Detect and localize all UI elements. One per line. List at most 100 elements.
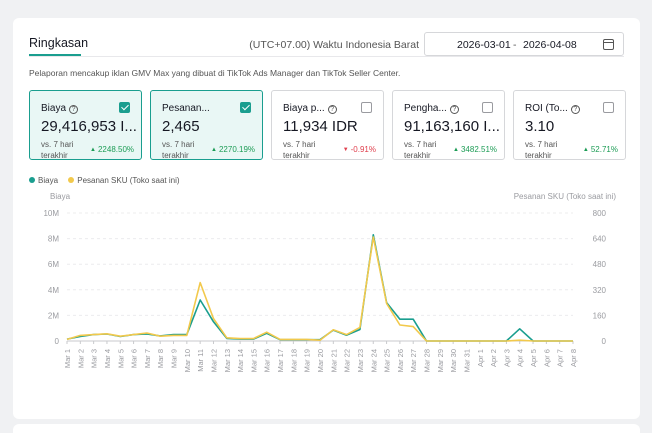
arrow-up-icon: ▲ bbox=[211, 147, 217, 153]
metric-label: Biaya bbox=[41, 103, 67, 114]
metric-card-orders[interactable]: Pesanan...? 2,465 vs. 7 hari terakhir ▲2… bbox=[150, 90, 263, 160]
x-tick-label: Apr 2 bbox=[489, 349, 498, 367]
y-tick-label-left: 4M bbox=[48, 286, 59, 295]
x-tick-label: Mar 12 bbox=[209, 349, 218, 372]
x-tick-label: Apr 3 bbox=[502, 349, 511, 367]
info-icon[interactable]: ? bbox=[449, 105, 459, 114]
arrow-up-icon: ▲ bbox=[582, 147, 589, 153]
metric-checkbox[interactable] bbox=[361, 102, 372, 113]
timezone-label: (UTC+07.00) Waktu Indonesia Barat bbox=[249, 39, 419, 51]
metric-change-value: 2248.50% bbox=[97, 145, 134, 154]
date-separator: - bbox=[513, 39, 517, 51]
metric-checkbox[interactable] bbox=[240, 102, 251, 113]
next-card bbox=[13, 424, 640, 433]
metric-change-value: 52.71% bbox=[590, 145, 618, 154]
y-tick-label-right: 320 bbox=[593, 286, 607, 295]
metric-change-value: 2270.19% bbox=[218, 145, 255, 154]
metric-checkbox[interactable] bbox=[603, 102, 614, 113]
x-tick-label: Mar 22 bbox=[343, 349, 352, 372]
metric-comparison-label: vs. 7 hari terakhir bbox=[404, 140, 437, 160]
metric-value: 91,163,160 I... bbox=[404, 118, 500, 135]
x-tick-label: Mar 11 bbox=[196, 349, 205, 372]
x-tick-label: Apr 7 bbox=[556, 349, 565, 367]
legend-item-cost[interactable]: Biaya bbox=[29, 176, 58, 185]
metric-comparison-label: vs. 7 hari terakhir bbox=[283, 140, 316, 160]
y-tick-label-left: 0 bbox=[55, 337, 60, 346]
date-start: 2026-03-01 bbox=[457, 39, 511, 51]
y-axis-right-title: Pesanan SKU (Toko saat ini) bbox=[514, 192, 617, 201]
x-tick-label: Mar 27 bbox=[409, 349, 418, 372]
calendar-icon[interactable] bbox=[603, 39, 614, 50]
x-tick-label: Apr 5 bbox=[529, 349, 538, 367]
x-tick-label: Mar 29 bbox=[436, 349, 445, 372]
legend-dot bbox=[68, 177, 75, 183]
x-tick-label: Mar 19 bbox=[303, 349, 312, 372]
metric-change: ▲ 2270.19% bbox=[211, 145, 255, 154]
metric-label: ROI (To... bbox=[525, 103, 568, 114]
date-range-picker[interactable]: 2026-03-01 - 2026-04-08 bbox=[424, 32, 624, 56]
metric-card-cost[interactable]: Biaya? 29,416,953 I... vs. 7 hari terakh… bbox=[29, 90, 142, 160]
metric-change: ▲ 2248.50% bbox=[90, 145, 134, 154]
x-tick-label: Mar 15 bbox=[249, 349, 258, 372]
metric-change: ▲ 52.71% bbox=[583, 145, 618, 154]
summary-card: Ringkasan (UTC+07.00) Waktu Indonesia Ba… bbox=[13, 18, 640, 419]
metric-value: 11,934 IDR bbox=[283, 118, 358, 135]
y-tick-label-right: 800 bbox=[593, 209, 607, 218]
x-tick-label: Mar 7 bbox=[143, 349, 152, 368]
metric-label: Pengha... bbox=[404, 103, 447, 114]
title-underline bbox=[29, 54, 81, 56]
y-tick-label-right: 160 bbox=[593, 311, 607, 320]
y-tick-label-right: 0 bbox=[602, 337, 607, 346]
x-tick-label: Apr 8 bbox=[569, 349, 578, 367]
x-tick-label: Mar 25 bbox=[383, 349, 392, 372]
x-tick-label: Mar 14 bbox=[236, 349, 245, 372]
x-tick-label: Mar 10 bbox=[183, 349, 192, 372]
metric-card-revenue[interactable]: Pengha...? 91,163,160 I... vs. 7 hari te… bbox=[392, 90, 505, 160]
line-chart: Biaya Pesanan SKU (Toko saat ini) 0 0 2M 160 4… bbox=[43, 192, 617, 372]
metric-comparison-label: vs. 7 hari terakhir bbox=[41, 140, 74, 160]
x-tick-label: Mar 18 bbox=[289, 349, 298, 372]
series-line-orders bbox=[66, 236, 573, 342]
x-tick-label: Mar 1 bbox=[63, 349, 72, 368]
metric-change: ▼ -0.91% bbox=[343, 145, 376, 154]
x-tick-label: Mar 8 bbox=[156, 349, 165, 368]
metric-label: Biaya p... bbox=[283, 103, 325, 114]
x-tick-label: Mar 5 bbox=[116, 349, 125, 368]
metric-card-cost-per-order[interactable]: Biaya p...? 11,934 IDR vs. 7 hari terakh… bbox=[271, 90, 384, 160]
metric-value: 2,465 bbox=[162, 118, 200, 135]
x-tick-label: Mar 2 bbox=[76, 349, 85, 368]
x-tick-label: Mar 26 bbox=[396, 349, 405, 372]
info-icon[interactable]: ? bbox=[570, 105, 580, 114]
x-tick-label: Mar 9 bbox=[170, 349, 179, 368]
info-icon[interactable]: ? bbox=[327, 105, 337, 114]
x-tick-label: Mar 31 bbox=[462, 349, 471, 372]
legend-dot bbox=[29, 177, 35, 183]
x-tick-label: Mar 23 bbox=[356, 349, 365, 372]
metric-change: ▲ 3482.51% bbox=[453, 145, 497, 154]
x-tick-label: Mar 28 bbox=[423, 349, 432, 372]
metric-value: 29,416,953 I... bbox=[41, 118, 137, 135]
y-tick-label-left: 10M bbox=[43, 209, 59, 218]
title-divider bbox=[29, 56, 624, 57]
x-tick-label: Apr 1 bbox=[476, 349, 485, 367]
x-tick-label: Mar 21 bbox=[329, 349, 338, 372]
legend-label: Pesanan SKU (Toko saat ini) bbox=[77, 176, 180, 185]
metric-change-value: -0.91% bbox=[350, 145, 376, 154]
metric-checkbox[interactable] bbox=[119, 102, 130, 113]
metric-checkbox[interactable] bbox=[482, 102, 493, 113]
x-tick-label: Apr 4 bbox=[516, 349, 525, 367]
info-icon[interactable]: ? bbox=[69, 105, 79, 114]
metric-value: 3.10 bbox=[525, 118, 555, 135]
y-tick-label-left: 2M bbox=[48, 311, 59, 320]
x-tick-label: Apr 6 bbox=[542, 349, 551, 367]
metric-card-roi[interactable]: ROI (To...? 3.10 vs. 7 hari terakhir ▲ 52… bbox=[513, 90, 626, 160]
x-tick-label: Mar 16 bbox=[263, 349, 272, 372]
x-tick-label: Mar 17 bbox=[276, 349, 285, 372]
arrow-down-icon: ▼ bbox=[342, 147, 349, 153]
legend-item-orders[interactable]: Pesanan SKU (Toko saat ini) bbox=[68, 176, 180, 185]
y-tick-label-right: 480 bbox=[593, 260, 607, 269]
x-tick-label: Mar 30 bbox=[449, 349, 458, 372]
y-tick-label-right: 640 bbox=[593, 235, 607, 244]
date-end: 2026-04-08 bbox=[523, 39, 577, 51]
metric-comparison-label: vs. 7 hari terakhir bbox=[162, 140, 195, 160]
